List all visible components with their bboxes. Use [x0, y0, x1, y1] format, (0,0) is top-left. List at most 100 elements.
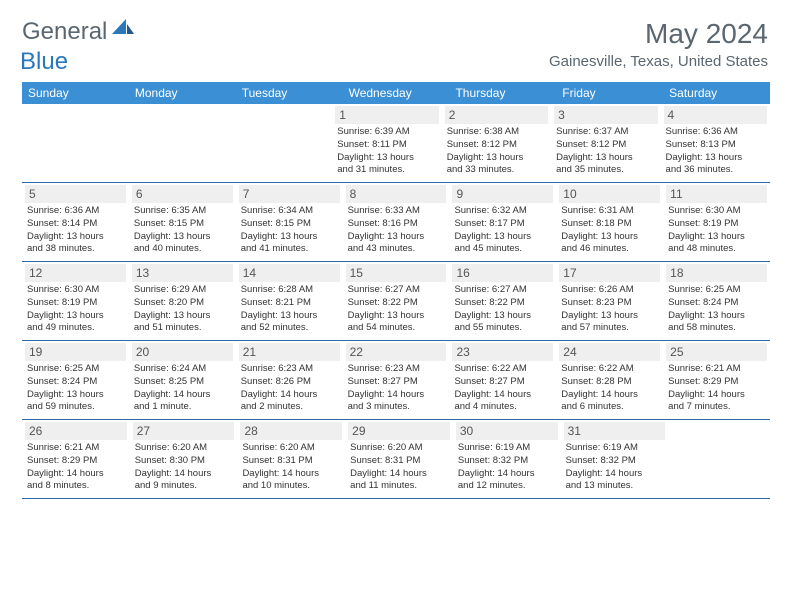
day-cell: 2 Sunrise: 6:38 AMSunset: 8:12 PMDaylight…: [442, 104, 551, 182]
day-number: 4: [664, 106, 767, 124]
day-number: 23: [452, 343, 553, 361]
day-number: 13: [132, 264, 233, 282]
day-header: Thursday: [449, 82, 556, 104]
day-info: Sunrise: 6:24 AMSunset: 8:25 PMDaylight:…: [132, 363, 233, 414]
day-number: 22: [346, 343, 447, 361]
day-number: 16: [452, 264, 553, 282]
day-cell: 8 Sunrise: 6:33 AMSunset: 8:16 PMDaylight…: [343, 183, 450, 261]
day-info: Sunrise: 6:27 AMSunset: 8:22 PMDaylight:…: [452, 284, 553, 335]
day-info: Sunrise: 6:34 AMSunset: 8:15 PMDaylight:…: [239, 205, 340, 256]
empty-cell: [229, 104, 332, 182]
logo-text-general: General: [22, 18, 107, 46]
day-number: 20: [132, 343, 233, 361]
day-info: Sunrise: 6:20 AMSunset: 8:30 PMDaylight:…: [133, 442, 235, 493]
day-cell: 29 Sunrise: 6:20 AMSunset: 8:31 PMDayligh…: [345, 420, 453, 498]
day-cell: 17Sunrise: 6:26 AMSunset: 8:23 PMDayligh…: [556, 262, 663, 340]
week-row: 19Sunrise: 6:25 AMSunset: 8:24 PMDayligh…: [22, 341, 770, 420]
day-number: 27: [133, 422, 235, 440]
day-info: Sunrise: 6:23 AMSunset: 8:26 PMDaylight:…: [239, 363, 340, 414]
calendar: SundayMondayTuesdayWednesdayThursdayFrid…: [22, 82, 770, 499]
day-info: Sunrise: 6:20 AMSunset: 8:31 PMDaylight:…: [240, 442, 342, 493]
logo-sail-icon: [112, 19, 134, 42]
day-cell: 10 Sunrise: 6:31 AMSunset: 8:18 PMDayligh…: [556, 183, 663, 261]
day-number: 7: [239, 185, 340, 203]
day-number: 1: [335, 106, 438, 124]
day-number: 28: [240, 422, 342, 440]
day-info: Sunrise: 6:33 AMSunset: 8:16 PMDaylight:…: [346, 205, 447, 256]
day-header: Wednesday: [343, 82, 450, 104]
day-cell: 16 Sunrise: 6:27 AMSunset: 8:22 PMDayligh…: [449, 262, 556, 340]
day-info: Sunrise: 6:36 AMSunset: 8:13 PMDaylight:…: [664, 126, 767, 177]
logo: General: [22, 18, 136, 46]
day-header: Tuesday: [236, 82, 343, 104]
week-row: 26Sunrise: 6:21 AMSunset: 8:29 PMDayligh…: [22, 420, 770, 499]
day-cell: 11 Sunrise: 6:30 AMSunset: 8:19 PMDayligh…: [663, 183, 770, 261]
day-number: 14: [239, 264, 340, 282]
day-info: Sunrise: 6:20 AMSunset: 8:31 PMDaylight:…: [348, 442, 450, 493]
day-number: 8: [346, 185, 447, 203]
day-number: 2: [445, 106, 548, 124]
day-number: 29: [348, 422, 450, 440]
day-number: 10: [559, 185, 660, 203]
day-info: Sunrise: 6:31 AMSunset: 8:18 PMDaylight:…: [559, 205, 660, 256]
title-block: May 2024 Gainesville, Texas, United Stat…: [549, 18, 768, 70]
day-cell: 22Sunrise: 6:23 AMSunset: 8:27 PMDayligh…: [343, 341, 450, 419]
day-info: Sunrise: 6:21 AMSunset: 8:29 PMDaylight:…: [666, 363, 767, 414]
day-info: Sunrise: 6:30 AMSunset: 8:19 PMDaylight:…: [25, 284, 126, 335]
month-title: May 2024: [549, 18, 768, 50]
day-info: Sunrise: 6:26 AMSunset: 8:23 PMDaylight:…: [559, 284, 660, 335]
day-header: Sunday: [22, 82, 129, 104]
day-cell: 28 Sunrise: 6:20 AMSunset: 8:31 PMDayligh…: [237, 420, 345, 498]
day-info: Sunrise: 6:19 AMSunset: 8:32 PMDaylight:…: [564, 442, 666, 493]
day-cell: 12 Sunrise: 6:30 AMSunset: 8:19 PMDayligh…: [22, 262, 129, 340]
day-cell: 31 Sunrise: 6:19 AMSunset: 8:32 PMDayligh…: [561, 420, 669, 498]
day-cell: 5Sunrise: 6:36 AMSunset: 8:14 PMDaylight…: [22, 183, 129, 261]
day-info: Sunrise: 6:27 AMSunset: 8:22 PMDaylight:…: [346, 284, 447, 335]
day-cell: 3 Sunrise: 6:37 AMSunset: 8:12 PMDaylight…: [551, 104, 660, 182]
day-cell: 19Sunrise: 6:25 AMSunset: 8:24 PMDayligh…: [22, 341, 129, 419]
empty-cell: [125, 104, 228, 182]
day-number: 3: [554, 106, 657, 124]
day-cell: 9 Sunrise: 6:32 AMSunset: 8:17 PMDaylight…: [449, 183, 556, 261]
day-cell: 18Sunrise: 6:25 AMSunset: 8:24 PMDayligh…: [663, 262, 770, 340]
week-row: 1Sunrise: 6:39 AMSunset: 8:11 PMDaylight…: [22, 104, 770, 183]
empty-cell: [668, 420, 770, 498]
day-number: 15: [346, 264, 447, 282]
day-info: Sunrise: 6:30 AMSunset: 8:19 PMDaylight:…: [666, 205, 767, 256]
day-number: 30: [456, 422, 558, 440]
day-info: Sunrise: 6:32 AMSunset: 8:17 PMDaylight:…: [452, 205, 553, 256]
day-info: Sunrise: 6:37 AMSunset: 8:12 PMDaylight:…: [554, 126, 657, 177]
day-info: Sunrise: 6:22 AMSunset: 8:28 PMDaylight:…: [559, 363, 660, 414]
day-number: 21: [239, 343, 340, 361]
day-number: 11: [666, 185, 767, 203]
day-cell: 26Sunrise: 6:21 AMSunset: 8:29 PMDayligh…: [22, 420, 130, 498]
day-cell: 6 Sunrise: 6:35 AMSunset: 8:15 PMDaylight…: [129, 183, 236, 261]
day-cell: 13 Sunrise: 6:29 AMSunset: 8:20 PMDayligh…: [129, 262, 236, 340]
day-cell: 27 Sunrise: 6:20 AMSunset: 8:30 PMDayligh…: [130, 420, 238, 498]
day-info: Sunrise: 6:29 AMSunset: 8:20 PMDaylight:…: [132, 284, 233, 335]
day-cell: 23 Sunrise: 6:22 AMSunset: 8:27 PMDayligh…: [449, 341, 556, 419]
day-info: Sunrise: 6:19 AMSunset: 8:32 PMDaylight:…: [456, 442, 558, 493]
day-info: Sunrise: 6:22 AMSunset: 8:27 PMDaylight:…: [452, 363, 553, 414]
day-cell: 25Sunrise: 6:21 AMSunset: 8:29 PMDayligh…: [663, 341, 770, 419]
day-cell: 15 Sunrise: 6:27 AMSunset: 8:22 PMDayligh…: [343, 262, 450, 340]
day-number: 6: [132, 185, 233, 203]
day-number: 26: [25, 422, 127, 440]
day-cell: 21 Sunrise: 6:23 AMSunset: 8:26 PMDayligh…: [236, 341, 343, 419]
day-cell: 20 Sunrise: 6:24 AMSunset: 8:25 PMDayligh…: [129, 341, 236, 419]
day-cell: 7 Sunrise: 6:34 AMSunset: 8:15 PMDaylight…: [236, 183, 343, 261]
day-info: Sunrise: 6:38 AMSunset: 8:12 PMDaylight:…: [445, 126, 548, 177]
day-number: 9: [452, 185, 553, 203]
day-number: 18: [666, 264, 767, 282]
day-info: Sunrise: 6:35 AMSunset: 8:15 PMDaylight:…: [132, 205, 233, 256]
day-number: 12: [25, 264, 126, 282]
week-row: 5Sunrise: 6:36 AMSunset: 8:14 PMDaylight…: [22, 183, 770, 262]
day-number: 31: [564, 422, 666, 440]
week-row: 12 Sunrise: 6:30 AMSunset: 8:19 PMDayligh…: [22, 262, 770, 341]
day-number: 19: [25, 343, 126, 361]
day-header-row: SundayMondayTuesdayWednesdayThursdayFrid…: [22, 82, 770, 104]
day-info: Sunrise: 6:28 AMSunset: 8:21 PMDaylight:…: [239, 284, 340, 335]
empty-cell: [22, 104, 125, 182]
header: General May 2024 Gainesville, Texas, Uni…: [0, 0, 792, 74]
day-cell: 4 Sunrise: 6:36 AMSunset: 8:13 PMDaylight…: [661, 104, 770, 182]
